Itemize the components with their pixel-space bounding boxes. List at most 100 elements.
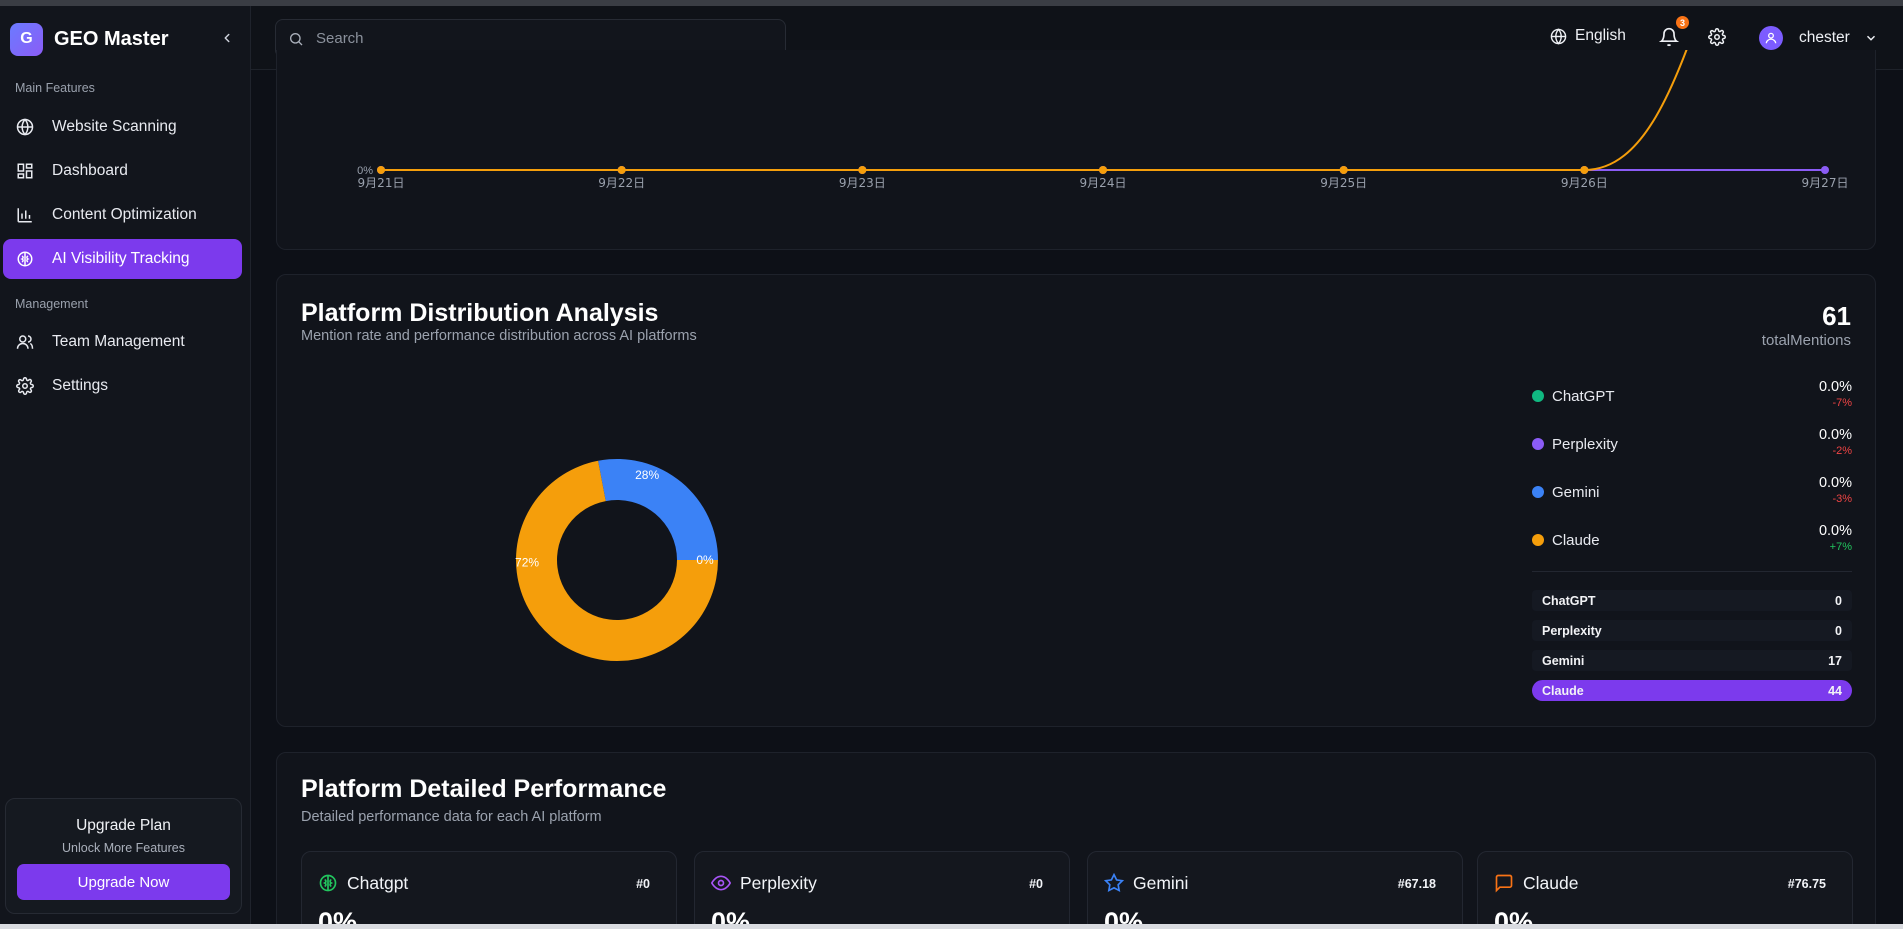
collapse-sidebar-button[interactable] [217, 28, 237, 48]
platform-card-gemini[interactable]: Gemini #67.18 0% [1087, 851, 1463, 929]
total-mentions-label: totalMentions [1761, 332, 1851, 349]
data-point[interactable] [858, 166, 867, 174]
mention-count-perplexity: Perplexity 0 [1532, 620, 1852, 641]
sidebar-item-label: Website Scanning [52, 118, 177, 135]
legend-item-chatgpt[interactable]: ChatGPT 0.0% -7% [1532, 379, 1852, 415]
sidebar-item-ai-visibility-tracking[interactable]: AI Visibility Tracking [3, 239, 242, 279]
gear-icon [16, 377, 34, 395]
bell-icon[interactable] [1659, 27, 1679, 47]
upgrade-subtitle: Unlock More Features [62, 841, 185, 855]
section-label-management: Management [15, 297, 88, 311]
upgrade-now-button[interactable]: Upgrade Now [17, 864, 230, 900]
sidebar-item-settings[interactable]: Settings [3, 366, 242, 406]
window-top-strip [0, 0, 1903, 6]
star-icon [1104, 873, 1124, 893]
platform-value: 0% [711, 907, 751, 929]
language-selector[interactable]: English [1550, 27, 1626, 45]
section-label-main-features: Main Features [15, 81, 95, 95]
platform-rank: #76.75 [1787, 877, 1826, 891]
sidebar-item-label: Team Management [52, 333, 185, 350]
sidebar-item-dashboard[interactable]: Dashboard [3, 151, 242, 191]
count-value: 17 [1828, 654, 1842, 668]
user-menu[interactable]: chester [1759, 26, 1878, 50]
count-platform-name: Gemini [1542, 654, 1585, 668]
data-point[interactable] [1099, 166, 1107, 174]
notification-badge: 3 [1676, 16, 1689, 29]
search-input[interactable] [316, 30, 756, 47]
sidebar-item-team-management[interactable]: Team Management [3, 322, 242, 362]
sidebar-item-label: Content Optimization [52, 206, 197, 223]
legend-color-dot [1532, 390, 1544, 402]
performance-subtitle: Detailed performance data for each AI pl… [301, 809, 602, 825]
brand[interactable]: G GEO Master [10, 22, 241, 56]
chevron-left-icon [224, 33, 230, 43]
data-point[interactable] [1821, 166, 1829, 174]
window-bottom-edge [0, 924, 1903, 929]
brain-icon [319, 874, 337, 892]
data-point[interactable] [1580, 166, 1589, 174]
legend-percent: 0.0% [1818, 427, 1852, 443]
x-tick-label: 9月24日 [1080, 176, 1127, 190]
platform-name: Chatgpt [347, 873, 409, 893]
eye-icon [711, 875, 731, 891]
x-tick-label: 9月21日 [358, 176, 405, 190]
app-name: GEO Master [54, 27, 169, 50]
data-point[interactable] [617, 166, 626, 174]
app-logo: G [10, 22, 43, 56]
legend-item-claude[interactable]: Claude 0.0% +7% [1532, 523, 1852, 559]
sidebar-item-label: Settings [52, 377, 109, 394]
x-tick-label: 9月22日 [598, 176, 645, 190]
platform-rank: #0 [636, 877, 650, 891]
language-label: English [1575, 27, 1626, 44]
data-point[interactable] [377, 166, 385, 174]
user-icon [1765, 32, 1777, 44]
sidebar-item-content-optimization[interactable]: Content Optimization [3, 195, 242, 235]
legend-change: +7% [1829, 541, 1852, 553]
platform-name: Claude [1523, 873, 1579, 893]
platform-value: 0% [1494, 907, 1534, 929]
sidebar-item-website-scanning[interactable]: Website Scanning [3, 107, 242, 147]
distribution-donut-chart: 28% 72% 0% [515, 459, 718, 661]
count-value: 44 [1828, 684, 1842, 698]
upgrade-title: Upgrade Plan [76, 817, 171, 834]
x-tick-label: 9月23日 [839, 176, 886, 190]
username: chester [1799, 29, 1850, 46]
slice-label: 28% [635, 468, 659, 482]
legend-item-perplexity[interactable]: Perplexity 0.0% -2% [1532, 427, 1852, 463]
total-mentions-value: 61 [1822, 301, 1851, 331]
mention-count-gemini: Gemini 17 [1532, 650, 1852, 671]
distribution-title: Platform Distribution Analysis [301, 299, 659, 327]
platform-performance-card: Platform Detailed Performance Detailed p… [276, 752, 1876, 929]
platform-rank: #67.18 [1397, 877, 1436, 891]
upgrade-plan-card: Upgrade Plan Unlock More Features Upgrad… [5, 798, 242, 914]
mention-count-chatgpt: ChatGPT 0 [1532, 590, 1852, 611]
platform-card-chatgpt[interactable]: Chatgpt #0 0% [301, 851, 677, 929]
chevron-down-icon [1866, 35, 1875, 41]
series-line [381, 50, 1688, 171]
slice-label: 0% [696, 553, 714, 567]
distribution-subtitle: Mention rate and performance distributio… [301, 328, 697, 344]
sidebar-item-label: Dashboard [52, 162, 128, 179]
bar-chart-icon [17, 208, 32, 223]
chat-icon [1495, 874, 1513, 893]
legend-color-dot [1532, 534, 1544, 546]
users-icon [16, 335, 34, 349]
y-tick-label: 0% [357, 165, 373, 177]
data-point[interactable] [1339, 166, 1348, 174]
pie-slice[interactable] [516, 460, 718, 661]
x-tick-label: 9月26日 [1561, 176, 1608, 190]
gear-icon[interactable] [1708, 28, 1726, 46]
platform-card-claude[interactable]: Claude #76.75 0% [1477, 851, 1853, 929]
legend-name: Gemini [1552, 484, 1600, 501]
performance-title: Platform Detailed Performance [301, 775, 667, 803]
pie-slice[interactable] [598, 459, 718, 560]
legend-color-dot [1532, 486, 1544, 498]
visibility-trend-card: 0% 9月21日 9月22日 9月23日 9月24日 9月25日 9月26日 9月27日 [276, 50, 1876, 250]
count-platform-name: ChatGPT [1542, 594, 1596, 608]
platform-value: 0% [318, 907, 358, 929]
legend-item-gemini[interactable]: Gemini 0.0% -3% [1532, 475, 1852, 511]
platform-card-perplexity[interactable]: Perplexity #0 0% [694, 851, 1070, 929]
count-platform-name: Claude [1542, 684, 1584, 698]
visibility-trend-chart: 0%9月21日 9月22日 9月23日 9月24日 9月25日 9月26日 9月27日 [357, 50, 1848, 190]
legend-divider [1532, 571, 1852, 572]
